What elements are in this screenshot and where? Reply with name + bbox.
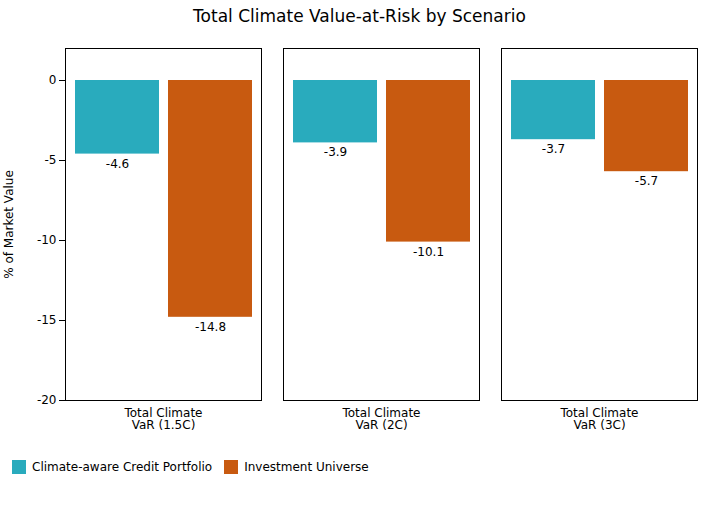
svg-text:-20: -20: [37, 393, 57, 407]
svg-text:Total ClimateVaR (3C): Total ClimateVaR (3C): [559, 406, 638, 432]
svg-text:-10.1: -10.1: [413, 245, 444, 259]
svg-text:-10: -10: [37, 233, 57, 247]
html-text:Climate-aware Credit Portfolio: Climate-aware Credit Portfolio: [32, 459, 213, 474]
svg-text:-5: -5: [45, 153, 57, 167]
svg-text:0: 0: [49, 73, 57, 87]
html-text:Investment Universe: Investment Universe: [244, 459, 369, 474]
svg-text:-15: -15: [37, 313, 57, 327]
svg-text:Total ClimateVaR (2C): Total ClimateVaR (2C): [341, 406, 420, 432]
svg-text:Total ClimateVaR (1.5C): Total ClimateVaR (1.5C): [123, 406, 202, 432]
svg-text:% of Market Value: % of Market Value: [2, 170, 16, 279]
svg-text:-14.8: -14.8: [195, 320, 226, 334]
html-text:Total Climate Value-at-Risk by: Total Climate Value-at-Risk by Scenario: [193, 6, 526, 26]
svg-text:-3.7: -3.7: [542, 142, 565, 156]
svg-text:-3.9: -3.9: [324, 145, 347, 159]
svg-text:-4.6: -4.6: [106, 157, 129, 171]
svg-text:-5.7: -5.7: [635, 174, 658, 188]
